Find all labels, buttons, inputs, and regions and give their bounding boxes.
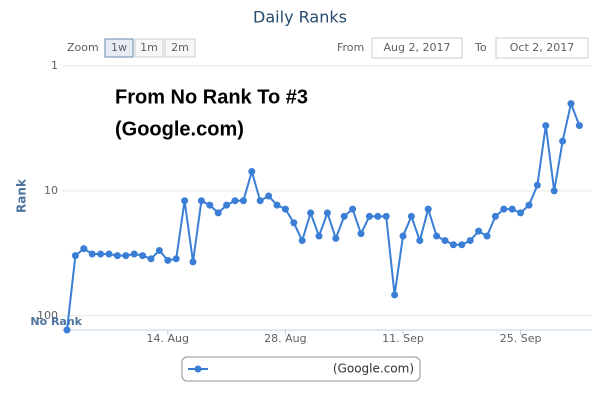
point <box>441 237 449 245</box>
y-tick-label: 10 <box>44 184 58 197</box>
point <box>307 209 315 217</box>
point <box>382 212 390 220</box>
point <box>206 201 214 209</box>
zoom-button[interactable] <box>104 38 134 58</box>
legend-label[interactable]: (Google.com) <box>333 362 414 376</box>
zoom-button[interactable] <box>134 38 164 58</box>
point <box>97 250 105 258</box>
zoom-label: Zoom <box>67 41 99 54</box>
point <box>323 209 331 217</box>
legend-box <box>181 356 421 382</box>
point <box>407 212 415 220</box>
point <box>340 212 348 220</box>
from-date[interactable]: Aug 2, 2017 <box>384 41 451 54</box>
point <box>449 241 457 249</box>
point <box>122 252 130 260</box>
y-tick-label: 100 <box>37 309 58 322</box>
x-tick-label: 11. Sep <box>382 332 424 345</box>
point <box>365 212 373 220</box>
point <box>424 205 432 213</box>
point <box>147 255 155 263</box>
annotation: From No Rank To #3 <box>115 86 308 108</box>
point <box>315 232 323 240</box>
point <box>189 258 197 266</box>
y-tick-label: No Rank <box>30 315 82 328</box>
point <box>273 201 281 209</box>
to-date[interactable]: Oct 2, 2017 <box>510 41 575 54</box>
point <box>466 237 474 245</box>
point <box>458 241 466 249</box>
point <box>63 326 71 334</box>
point <box>575 122 583 130</box>
point <box>433 232 441 240</box>
point <box>155 246 163 254</box>
point <box>281 205 289 213</box>
y-tick-label: 1 <box>51 59 58 72</box>
zoom-button[interactable] <box>164 38 196 58</box>
point <box>214 209 222 217</box>
point <box>517 209 525 217</box>
point <box>525 201 533 209</box>
point <box>550 187 558 195</box>
point <box>105 250 113 258</box>
point <box>164 256 172 264</box>
point <box>223 201 231 209</box>
point <box>500 205 508 213</box>
zoom-button-label[interactable]: 2m <box>171 41 189 54</box>
point <box>483 232 491 240</box>
from-label: From <box>337 41 364 54</box>
point <box>349 205 357 213</box>
point <box>88 250 96 258</box>
point <box>290 219 298 227</box>
point <box>248 168 256 176</box>
point <box>391 291 399 299</box>
legend-marker <box>194 365 202 373</box>
zoom-buttons: 1w 1m 2m <box>104 38 196 58</box>
point <box>559 137 567 145</box>
point <box>567 100 575 108</box>
point <box>508 205 516 213</box>
annotation: (Google.com) <box>115 118 244 140</box>
x-tick-label: 28. Aug <box>264 332 306 345</box>
point <box>197 197 205 205</box>
point <box>256 197 264 205</box>
point <box>71 252 79 260</box>
point <box>374 212 382 220</box>
zoom-button-label[interactable]: 1w <box>111 41 127 54</box>
point <box>357 230 365 238</box>
from-input[interactable] <box>371 37 463 59</box>
point <box>298 237 306 245</box>
point <box>239 197 247 205</box>
point <box>139 252 147 260</box>
zoom-button-label[interactable]: 1m <box>140 41 158 54</box>
point <box>475 227 483 235</box>
point <box>491 212 499 220</box>
point <box>113 252 121 260</box>
point <box>181 197 189 205</box>
x-tick-label: 25. Sep <box>500 332 542 345</box>
point <box>172 255 180 263</box>
point <box>332 234 340 242</box>
point <box>542 122 550 130</box>
point <box>265 192 273 200</box>
to-input[interactable] <box>495 37 589 59</box>
to-label: To <box>474 41 487 54</box>
point <box>231 197 239 205</box>
y-axis-label: Rank <box>15 178 29 213</box>
point <box>130 250 138 258</box>
point <box>416 237 424 245</box>
x-tick-label: 14. Aug <box>147 332 189 345</box>
point <box>399 232 407 240</box>
point <box>80 245 88 253</box>
point <box>533 181 541 189</box>
chart-title: Daily Ranks <box>253 8 347 27</box>
